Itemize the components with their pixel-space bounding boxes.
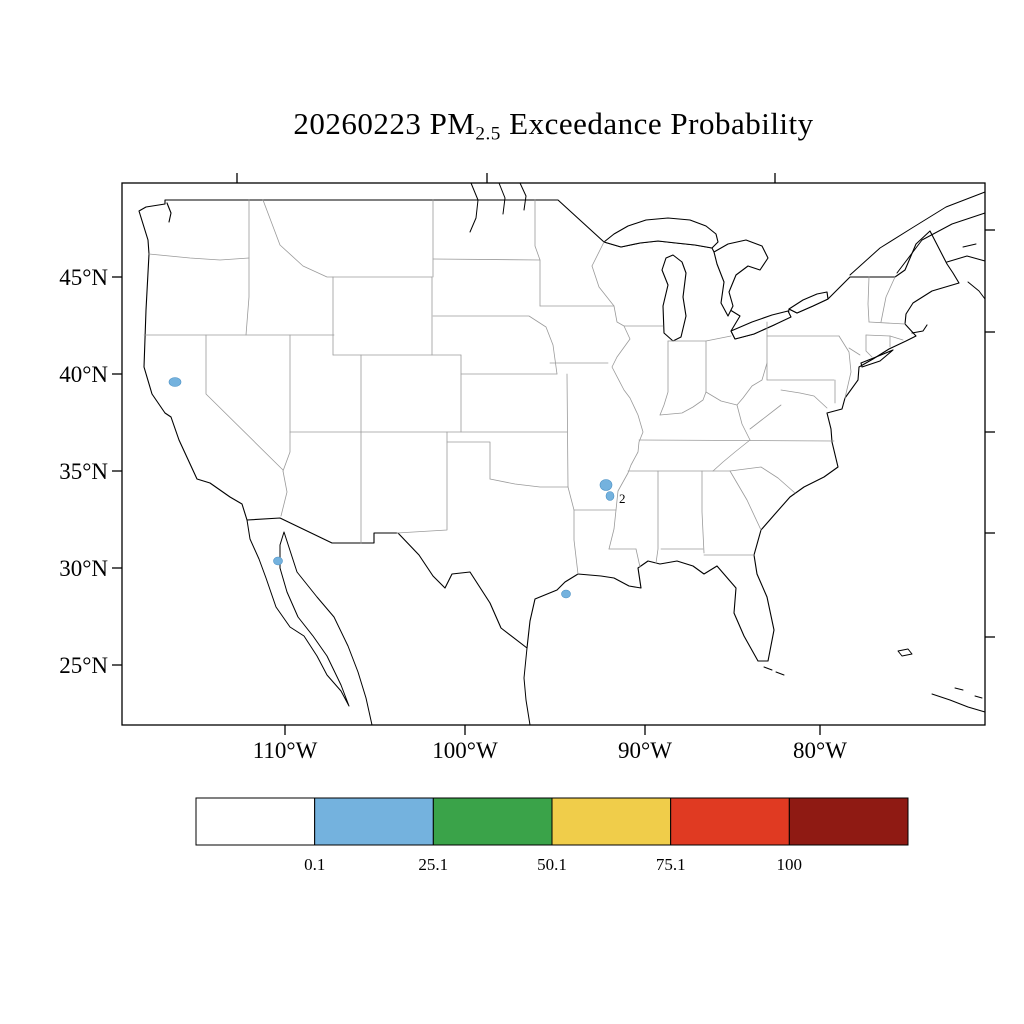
lon-tick-label: 110°W	[253, 738, 318, 763]
nova-scotia-coast	[967, 281, 986, 300]
mexico-coastline	[246, 519, 531, 726]
colorbar-segment-3	[432, 797, 553, 846]
colorbar-tick-label: 25.1	[418, 855, 448, 874]
long-island	[860, 349, 894, 368]
exceedance-spots: 2	[168, 377, 626, 599]
lat-tick-label: 35°N	[59, 459, 108, 484]
lat-tick-label: 40°N	[59, 362, 108, 387]
lon-tick-label: 100°W	[432, 738, 498, 763]
top-axis-ticks	[236, 173, 776, 183]
manitoba-lake-2	[498, 182, 506, 215]
gaspe-coast	[896, 212, 986, 274]
cape-cod	[911, 324, 928, 334]
st-lawrence-north-shore	[849, 191, 986, 276]
lake-huron	[713, 239, 769, 317]
title-subscript: 2.5	[475, 123, 501, 145]
title-prefix: 20260223 PM	[293, 106, 476, 141]
lat-tick-label: 25°N	[59, 653, 108, 678]
small-island-1	[954, 687, 964, 691]
left-axis-ticks	[112, 276, 122, 666]
exceedance-spot-arkansas-2	[605, 491, 615, 501]
us-outline	[138, 199, 960, 662]
manitoba-lake-3	[519, 182, 527, 211]
exceedance-spot-california	[168, 377, 182, 387]
colorbar-tick-label: 100	[777, 855, 803, 874]
great-lakes	[603, 217, 829, 342]
colorbar-segment-6	[788, 797, 909, 846]
florida-keys-2	[775, 671, 785, 676]
lake-superior	[603, 217, 719, 249]
plot-title: 20260223 PM2.5 Exceedance Probability	[122, 106, 985, 145]
colorbar	[195, 797, 909, 846]
lat-tick-label: 45°N	[59, 265, 108, 290]
islands	[763, 648, 986, 713]
right-axis-ticks	[985, 229, 995, 638]
cuba-north-coast	[931, 693, 986, 713]
puget-sound	[166, 202, 172, 223]
colorbar-segment-2	[314, 797, 434, 846]
colorbar-tick-label: 0.1	[304, 855, 325, 874]
colorbar-tick-label: 75.1	[656, 855, 686, 874]
lon-tick-label: 80°W	[793, 738, 847, 763]
manitoba-lake-1	[469, 182, 479, 233]
colorbar-segment-1	[195, 797, 316, 846]
mexico-gulf-coast	[523, 647, 531, 726]
exceedance-spot-texas-coast	[561, 589, 571, 599]
lake-erie	[730, 310, 792, 340]
map-frame-group	[112, 173, 995, 735]
lake-ontario	[788, 291, 829, 314]
pei-island	[962, 243, 977, 248]
lon-axis-labels: 110°W 100°W 90°W 80°W	[253, 738, 848, 763]
contour-value-label: 2	[619, 491, 626, 506]
lake-michigan	[661, 254, 687, 342]
map-frame	[121, 182, 986, 726]
lon-tick-label: 90°W	[618, 738, 672, 763]
colorbar-segment-5	[670, 797, 790, 846]
title-suffix: Exceedance Probability	[500, 106, 814, 141]
florida-keys-1	[763, 666, 773, 671]
state-borders	[143, 199, 906, 575]
exceedance-spot-gulf-of-california	[273, 556, 283, 566]
conus-coastline	[138, 199, 960, 662]
colorbar-labels: 0.1 25.1 50.1 75.1 100	[304, 855, 802, 874]
lat-axis-labels: 45°N 40°N 35°N 30°N 25°N	[59, 265, 108, 678]
new-brunswick-coast	[946, 255, 986, 263]
colorbar-tick-label: 50.1	[537, 855, 567, 874]
small-island-2	[974, 695, 983, 699]
lat-tick-label: 30°N	[59, 556, 108, 581]
bahama-island	[897, 648, 913, 657]
exceedance-spot-arkansas-1	[599, 479, 613, 491]
colorbar-segment-4	[551, 797, 672, 846]
baja-and-sonora-coast	[246, 519, 373, 726]
canada-coastline	[469, 182, 986, 300]
bottom-axis-ticks	[284, 725, 821, 735]
